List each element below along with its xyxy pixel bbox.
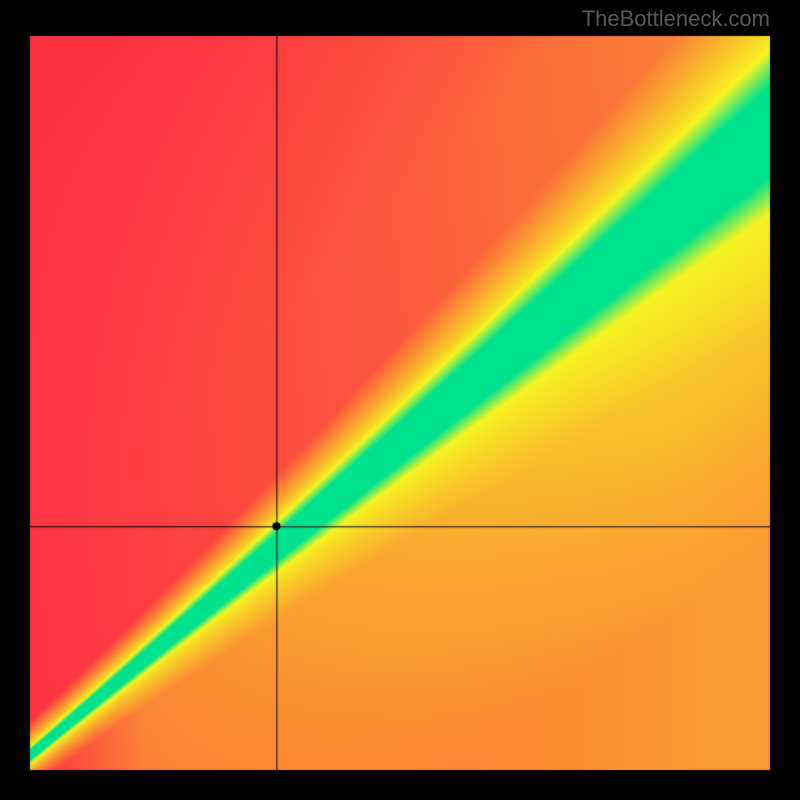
heatmap-canvas <box>0 0 800 800</box>
bottleneck-heatmap-chart: TheBottleneck.com <box>0 0 800 800</box>
watermark-text: TheBottleneck.com <box>582 6 770 32</box>
